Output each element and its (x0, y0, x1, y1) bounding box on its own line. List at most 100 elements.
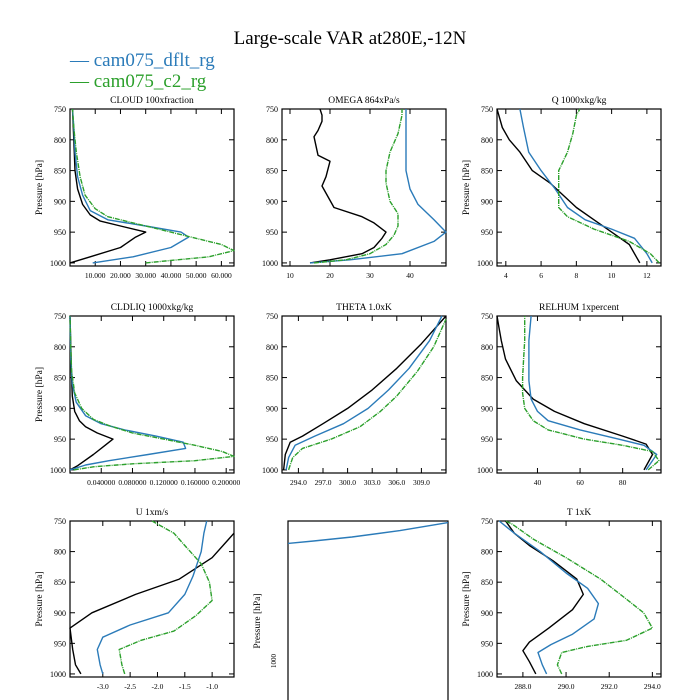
legend-line-dflt: — (70, 50, 89, 71)
x-tick-label-2-4: 12 (643, 271, 651, 280)
x-tick-label-4-3: 303.0 (364, 478, 381, 487)
y-tick-label-4-2: 850 (266, 374, 278, 383)
series-line-c2-4 (287, 318, 447, 471)
y-tick-label-1-0: 750 (266, 105, 278, 114)
y-tick-label-1-3: 900 (266, 197, 278, 206)
x-tick-label-3-0: 0.040000 (87, 478, 115, 487)
x-tick-label-4-1: 297.0 (315, 478, 332, 487)
y-tick-label-0-5: 1000 (50, 259, 66, 268)
y-tick-label-5-5: 1000 (477, 466, 493, 475)
series-line-c2-0 (71, 108, 235, 264)
y-tick-label-2-1: 800 (481, 136, 493, 145)
plot-frame-2 (496, 108, 662, 267)
x-tick-label-8-2: 292.0 (601, 682, 618, 691)
panel-title-4: THETA 1.0xK (336, 303, 392, 313)
series-line-black-5 (496, 315, 654, 471)
y-tick-label-1-4: 950 (266, 228, 278, 237)
series-line-c2-8 (505, 520, 654, 675)
x-tick-label-4-5: 309.0 (413, 478, 430, 487)
panel-title-3: CLDLIQ 1000xkg/kg (111, 303, 194, 313)
series-line-c2-3 (69, 315, 235, 471)
y-axis-label-2: Pressure [hPa] (462, 160, 472, 215)
legend-line-c2: — (70, 71, 89, 92)
y-tick-label-5-3: 900 (481, 404, 493, 413)
y-tick-label-8-0: 750 (481, 517, 493, 526)
y-axis-label-3: Pressure [hPa] (35, 367, 45, 422)
x-tick-label-3-2: 0.120000 (150, 478, 178, 487)
x-tick-label-3-3: 0.160000 (181, 478, 209, 487)
x-tick-label-6-3: -1.5 (179, 682, 191, 691)
series-line-c2-1 (313, 109, 403, 264)
y-tick-label-0-1: 800 (54, 136, 66, 145)
y-tick-label-6-5: 1000 (50, 670, 66, 679)
y-tick-label-6-1: 800 (54, 548, 66, 557)
plot-frame-7 (287, 520, 449, 700)
series-line-c2-2 (558, 108, 660, 264)
series-line-c2-5 (521, 316, 660, 471)
y-tick-label-8-3: 900 (481, 609, 493, 618)
y-tick-label-3-5: 1000 (50, 466, 66, 475)
y-tick-label-7-0: 1000 (270, 654, 278, 669)
series-line-black-0 (69, 108, 147, 264)
x-tick-label-6-4: -1.0 (206, 682, 218, 691)
x-tick-label-4-0: 294.0 (290, 478, 307, 487)
panel-title-1: OMEGA 864xPa/s (328, 96, 400, 106)
series-line-black-3 (69, 315, 114, 471)
y-tick-label-4-0: 750 (266, 312, 278, 321)
y-tick-label-0-3: 900 (54, 197, 66, 206)
plot-frame-3 (69, 315, 235, 474)
x-tick-label-2-3: 10 (608, 271, 616, 280)
x-tick-label-6-0: -3.0 (97, 682, 109, 691)
y-tick-label-0-2: 850 (54, 167, 66, 176)
y-tick-label-3-1: 800 (54, 343, 66, 352)
page-title: Large-scale VAR at280E,-12N (233, 28, 467, 49)
series-line-c2-6 (118, 520, 213, 675)
y-tick-label-8-1: 800 (481, 548, 493, 557)
y-tick-label-1-2: 850 (266, 167, 278, 176)
x-tick-label-0-3: 40.000 (161, 271, 182, 280)
series-line-dflt-7 (287, 521, 449, 545)
series-line-black-8 (505, 520, 584, 675)
series-line-dflt-8 (498, 520, 600, 675)
y-tick-label-6-2: 850 (54, 578, 66, 587)
y-tick-label-4-5: 1000 (262, 466, 278, 475)
plot-frame-5 (496, 315, 662, 474)
x-tick-label-8-0: 288.0 (514, 682, 531, 691)
y-tick-label-0-4: 950 (54, 228, 66, 237)
series-line-black-6 (69, 532, 235, 675)
x-tick-label-0-4: 50.000 (186, 271, 207, 280)
x-tick-label-1-1: 20 (326, 271, 334, 280)
y-tick-label-4-3: 900 (266, 404, 278, 413)
series-line-black-1 (309, 108, 387, 264)
y-tick-label-1-1: 800 (266, 136, 278, 145)
y-tick-label-8-5: 1000 (477, 670, 493, 679)
series-line-black-4 (282, 315, 447, 470)
panel-title-8: T 1xK (567, 508, 592, 518)
y-tick-label-6-3: 900 (54, 609, 66, 618)
x-tick-label-1-3: 40 (406, 271, 414, 280)
y-axis-label-8: Pressure [hPa] (462, 571, 472, 626)
x-tick-label-0-5: 60.000 (211, 271, 232, 280)
series-line-dflt-6 (96, 520, 208, 675)
y-tick-label-8-4: 950 (481, 639, 493, 648)
panel-title-0: CLOUD 100xfraction (110, 95, 194, 106)
series-line-dflt-4 (285, 315, 443, 471)
plot-frame-6 (69, 520, 235, 678)
x-tick-label-1-0: 10 (286, 271, 294, 280)
legend-entry-c2: — cam075_c2_rg (70, 71, 206, 93)
x-tick-label-8-1: 290.0 (558, 682, 575, 691)
plot-frame-0 (69, 108, 235, 267)
legend-label-c2: cam075_c2_rg (93, 71, 207, 92)
x-tick-label-3-1: 0.080000 (118, 478, 146, 487)
y-tick-label-2-5: 1000 (477, 259, 493, 268)
series-line-black-2 (496, 108, 641, 264)
y-tick-label-4-4: 950 (266, 435, 278, 444)
y-tick-label-2-4: 950 (481, 228, 493, 237)
legend-label-dflt: cam075_dflt_rg (93, 50, 215, 71)
y-tick-label-3-3: 900 (54, 404, 66, 413)
x-tick-label-6-1: -2.5 (124, 682, 136, 691)
plot-frame-1 (281, 108, 447, 267)
y-tick-label-6-0: 750 (54, 517, 66, 526)
series-line-dflt-0 (71, 108, 190, 264)
y-tick-label-8-2: 850 (481, 578, 493, 587)
